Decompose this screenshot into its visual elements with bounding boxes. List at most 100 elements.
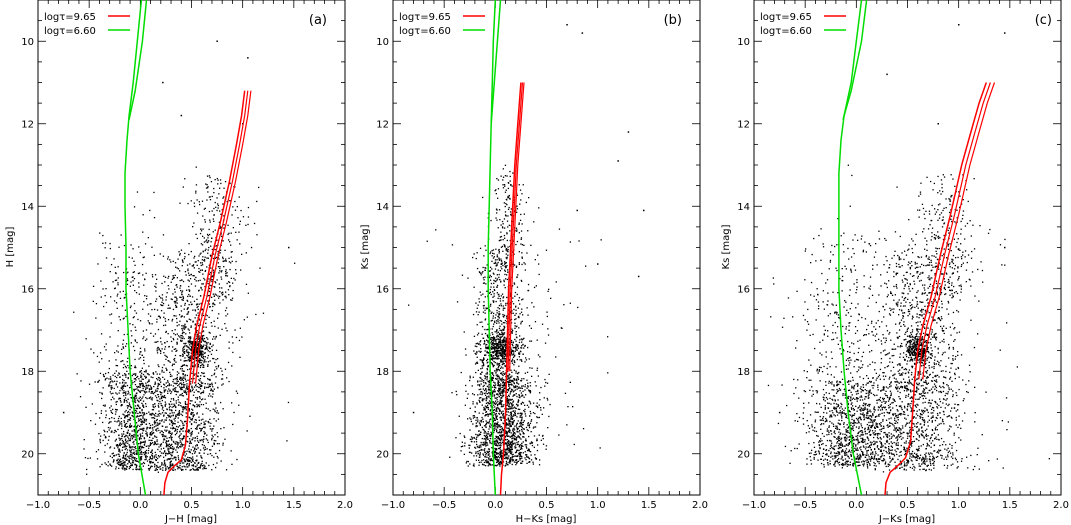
data-point [212, 428, 214, 430]
data-point [117, 420, 119, 422]
data-point [140, 442, 142, 444]
data-point [126, 445, 128, 447]
data-point [494, 424, 496, 427]
data-point [115, 411, 117, 413]
data-point [210, 245, 212, 247]
data-point [474, 447, 477, 449]
data-point [139, 380, 141, 382]
data-point [141, 378, 143, 380]
data-point [475, 426, 477, 428]
data-point [149, 457, 151, 460]
data-point [202, 331, 204, 333]
data-point [159, 379, 161, 382]
data-point [489, 409, 492, 411]
data-point [528, 435, 530, 438]
data-point [485, 402, 488, 404]
data-point [168, 448, 170, 450]
data-point [102, 404, 105, 407]
data-point [504, 391, 506, 393]
data-point [148, 322, 150, 324]
data-point [121, 433, 123, 435]
data-point [495, 425, 497, 428]
data-point [146, 338, 148, 340]
data-point [151, 414, 153, 416]
data-point [120, 353, 122, 355]
data-point [196, 199, 198, 201]
data-point [123, 430, 125, 433]
data-point [203, 372, 205, 374]
data-point [213, 443, 215, 445]
data-point [116, 307, 118, 309]
data-point [125, 367, 127, 369]
data-point [213, 425, 215, 427]
data-point [160, 430, 162, 432]
data-point [180, 305, 182, 307]
data-point [516, 388, 518, 390]
data-point [212, 257, 215, 260]
data-point [147, 387, 149, 389]
data-point [520, 392, 523, 394]
data-point [149, 414, 152, 416]
data-point [122, 347, 125, 349]
data-point [495, 377, 497, 380]
data-point [135, 366, 137, 369]
data-point [184, 302, 186, 305]
data-point [116, 365, 119, 367]
data-point [177, 447, 180, 449]
data-point [157, 385, 159, 388]
data-point [186, 406, 188, 408]
data-point [155, 390, 157, 393]
data-point [201, 460, 203, 462]
data-point [234, 209, 237, 211]
data-point [208, 422, 210, 424]
data-point [525, 446, 527, 448]
data-point [203, 337, 206, 340]
data-point [142, 417, 144, 419]
data-point [134, 434, 136, 436]
data-point [524, 444, 526, 446]
data-point [171, 463, 173, 465]
data-point [170, 391, 173, 393]
data-point [145, 449, 148, 452]
data-point [170, 444, 172, 446]
data-point [481, 437, 483, 440]
data-point [132, 412, 134, 414]
data-point [197, 425, 199, 427]
data-point [127, 365, 129, 367]
data-point [174, 262, 177, 264]
data-point [213, 272, 215, 274]
data-point [151, 397, 154, 399]
data-point [190, 442, 192, 444]
data-point [208, 295, 211, 297]
data-point [113, 387, 115, 390]
data-point [209, 418, 211, 420]
data-point [187, 307, 189, 309]
data-point [131, 374, 133, 377]
data-point [184, 403, 187, 406]
data-point [152, 372, 154, 374]
data-point [173, 339, 175, 341]
data-point [493, 395, 495, 397]
data-point [158, 315, 161, 317]
data-point [221, 294, 223, 296]
data-point [527, 385, 529, 387]
data-point [181, 443, 183, 445]
data-point [496, 440, 498, 442]
data-point [141, 456, 143, 458]
data-point [156, 439, 158, 441]
data-point [483, 449, 486, 451]
data-point [487, 461, 489, 463]
data-point [496, 458, 499, 460]
data-point [178, 413, 180, 415]
data-point [226, 330, 228, 332]
data-point [135, 464, 137, 466]
data-point [538, 416, 540, 419]
data-point [506, 445, 508, 447]
data-point [146, 433, 148, 436]
data-point [175, 428, 177, 430]
data-point [198, 361, 200, 363]
data-point [131, 456, 133, 459]
data-point [138, 383, 141, 385]
data-point [229, 182, 231, 185]
data-point [207, 294, 209, 297]
